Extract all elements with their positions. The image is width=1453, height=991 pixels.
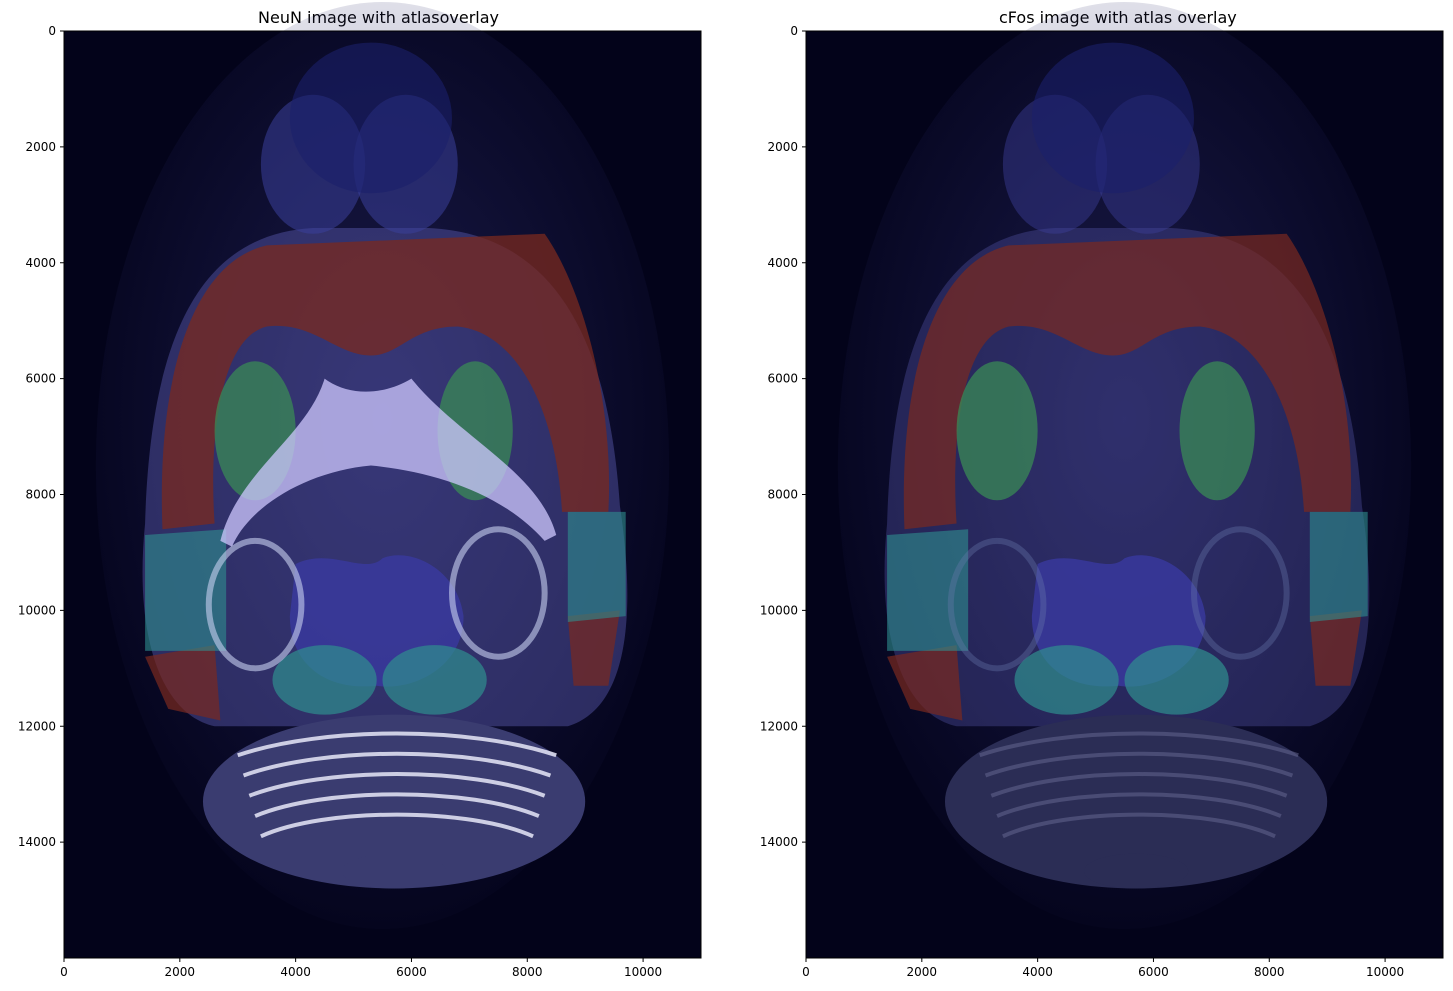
cerebellum [944,714,1328,889]
x-tick-label: 10000 [624,965,662,979]
cerebellum-base [341,853,447,889]
ventral-lobe-left [1014,645,1119,715]
x-tick-label: 2000 [165,965,196,979]
x-tick-label: 0 [60,965,68,979]
hippocampus-swirl-left [947,537,1047,672]
teal-overlay-left [887,529,969,651]
cortex-overlay-lower-left [145,645,221,721]
x-tick-label: 6000 [396,965,427,979]
cerebellum [202,714,586,889]
ventricle [220,378,557,547]
x-tick-label: 4000 [1022,965,1053,979]
left-axes: 0 2000 4000 6000 8000 10000 0 2000 4000 6000 8000 1… [0,2,726,991]
y-tick-label: 0 [790,24,798,38]
cerebellum-folia [248,772,546,798]
image-glow [837,2,1412,930]
ventral-lobe-left [272,645,377,715]
cerebellum-folia [996,792,1282,818]
hippocampus-swirl-right [1190,526,1290,660]
cerebellum-folia [1002,812,1276,839]
cerebellum-folia [984,751,1294,778]
brain-tissue [884,227,1370,727]
y-tick-label: 4000 [767,256,798,270]
x-tick-label: 0 [802,965,810,979]
teal-overlay-right [1309,511,1368,622]
cerebellum-folia [260,812,534,839]
y-tick-label: 8000 [25,488,56,502]
plot-area [806,2,1443,958]
x-tick-label: 10000 [1366,965,1404,979]
y-tick-label: 10000 [760,603,798,617]
cerebellum-folia [237,731,557,758]
y-tick-label: 14000 [18,835,56,849]
right-panel: cFos image with atlas overlay 0200040006… [726,0,1453,991]
ventral-lobe-right [382,645,487,715]
olfactory-region-top [1031,42,1194,194]
y-tick-label: 2000 [25,140,56,154]
y-tick-label: 2000 [767,140,798,154]
olfactory-region-top [289,42,452,194]
left-panel: NeuN image with atlasoverlay 02000400060… [0,0,726,991]
striatum-right [1179,361,1255,501]
cortex-overlay [903,233,1352,530]
plot-area [64,2,701,958]
brain-tissue [142,227,628,727]
cortex-overlay-lower-left [887,645,963,721]
hippocampus-swirl-left [205,537,305,672]
x-tick-label: 8000 [1254,965,1285,979]
hippocampus-swirl-right [448,526,548,660]
cerebellum-folia [990,772,1288,798]
y-tick-label: 0 [48,24,56,38]
cerebellum-folia [242,751,552,778]
cerebellum-folia [979,731,1299,758]
x-tick-label: 4000 [280,965,311,979]
y-tick-label: 6000 [767,372,798,386]
y-tick-label: 6000 [25,372,56,386]
y-tick-label: 8000 [767,488,798,502]
x-tick-label: 8000 [512,965,543,979]
y-tick-label: 10000 [18,603,56,617]
striatum-left [956,361,1038,501]
cortex-overlay-lower-right [567,610,620,686]
y-tick-label: 12000 [760,719,798,733]
left-brain-image-plot: 0 2000 4000 6000 8000 10000 0 2000 4000 6000 8000 1… [18,2,702,979]
cortex-overlay-lower-right [1309,610,1362,686]
teal-overlay-right [567,511,626,622]
ventral-lobe-right [1124,645,1229,715]
cerebellum-base [1083,853,1189,889]
y-tick-label: 4000 [25,256,56,270]
teal-overlay-left [145,529,227,651]
y-tick-label: 14000 [760,835,798,849]
cortex-overlay [161,233,610,530]
y-tick-label: 12000 [18,719,56,733]
right-brain-image-plot: 0 2000 4000 6000 8000 10000 0 2000 4000 6000 8000 1… [760,2,1444,979]
right-axes: 0 2000 4000 6000 8000 10000 0 2000 4000 6000 8000 1… [726,2,1453,991]
cerebellum-folia [254,792,540,818]
x-tick-label: 6000 [1138,965,1169,979]
x-tick-label: 2000 [907,965,938,979]
